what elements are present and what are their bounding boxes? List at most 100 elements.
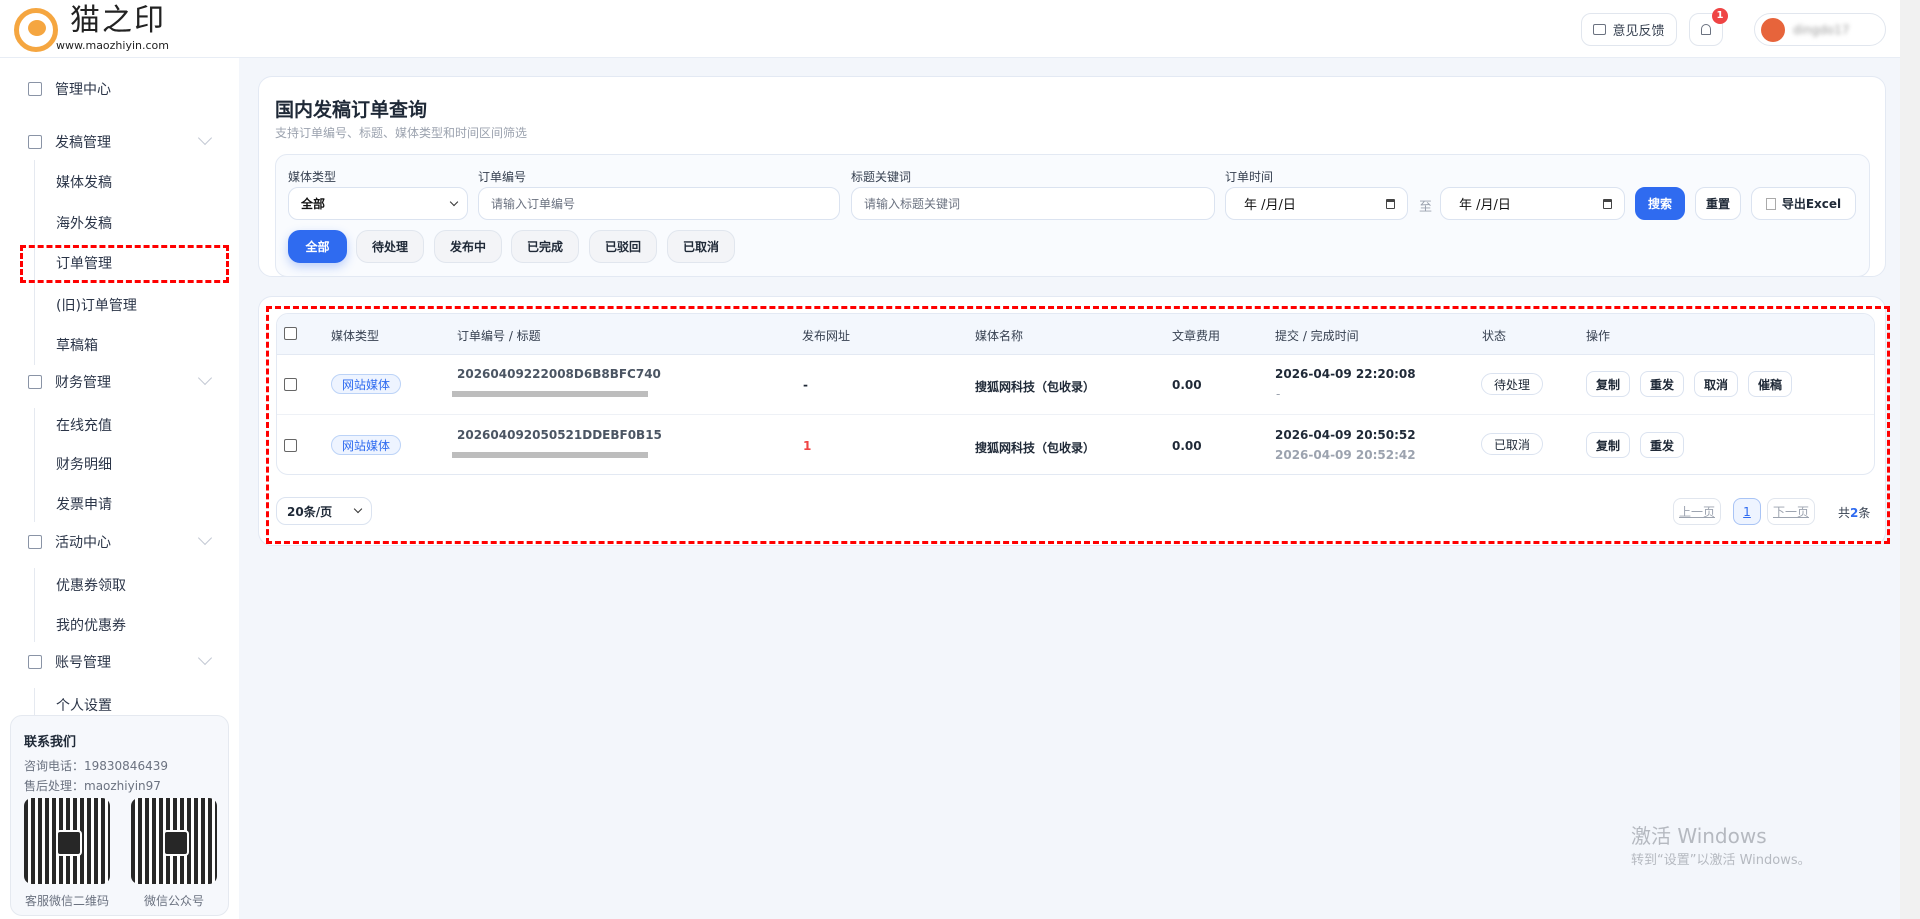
page-1-button[interactable]: 1 xyxy=(1733,498,1761,525)
date-range-separator: 至 xyxy=(1419,200,1433,215)
paw-icon xyxy=(28,20,46,36)
status-filter-publishing[interactable]: 发布中 xyxy=(434,230,502,263)
calendar-icon xyxy=(1603,198,1612,209)
chevron-down-icon xyxy=(197,370,213,386)
media-name: 搜狐网科技（包收录） xyxy=(975,441,1096,455)
notification-badge: 1 xyxy=(1712,8,1728,24)
title-keyword-input[interactable]: 请输入标题关键词 xyxy=(851,187,1215,220)
total-suffix: 条 xyxy=(1858,506,1871,520)
sidebar-item-settings[interactable]: 个人设置 xyxy=(56,698,112,714)
order-no-label: 订单编号 xyxy=(478,170,527,184)
column-header-order: 订单编号 / 标题 xyxy=(457,329,541,343)
end-date-input[interactable]: 年 /月/日 xyxy=(1440,187,1625,220)
total-prefix: 共 xyxy=(1838,506,1851,520)
cancel-order-button[interactable]: 取消 xyxy=(1694,371,1738,397)
sidebar-item-dashboard[interactable]: 管理中心 xyxy=(0,74,239,104)
column-header-actions: 操作 xyxy=(1586,329,1611,343)
page-subtitle: 支持订单编号、标题、媒体类型和时间区间筛选 xyxy=(275,126,528,140)
resend-button[interactable]: 重发 xyxy=(1640,432,1684,458)
wechat-qr-code xyxy=(24,798,110,884)
copy-button[interactable]: 复制 xyxy=(1586,432,1630,458)
end-date-placeholder: 年 /月/日 xyxy=(1459,198,1511,213)
sidebar-item-get-coupons[interactable]: 优惠券领取 xyxy=(56,578,126,594)
article-fee: 0.00 xyxy=(1172,378,1202,392)
avatar xyxy=(1761,17,1785,42)
start-date-input[interactable]: 年 /月/日 xyxy=(1225,187,1408,220)
notification-button[interactable] xyxy=(1689,13,1723,46)
sidebar-item-drafts[interactable]: 草稿箱 xyxy=(56,338,98,354)
submit-time: 2026-04-09 22:20:08 xyxy=(1275,367,1416,381)
sidebar-item-invoice[interactable]: 发票申请 xyxy=(56,497,112,513)
feedback-label: 意见反馈 xyxy=(1612,24,1665,39)
select-all-checkbox[interactable] xyxy=(284,327,297,340)
sidebar-item-finance[interactable]: 财务管理 xyxy=(0,367,239,397)
bell-icon xyxy=(1701,24,1711,35)
sidebar-item-old-orders[interactable]: (旧)订单管理 xyxy=(56,298,137,314)
column-header-media-type: 媒体类型 xyxy=(331,329,380,343)
contact-aftersale: 售后处理：maozhiyin97 xyxy=(24,779,161,793)
sidebar-item-activity[interactable]: 活动中心 xyxy=(0,527,239,557)
media-type-tag: 网站媒体 xyxy=(331,374,401,394)
prev-page-button[interactable]: 上一页 xyxy=(1673,498,1721,525)
page-title: 国内发稿订单查询 xyxy=(275,99,428,121)
logo-icon xyxy=(14,8,58,52)
status-filter-cancelled[interactable]: 已取消 xyxy=(667,230,735,263)
export-excel-button[interactable]: 导出Excel xyxy=(1751,187,1856,220)
redacted-title[interactable] xyxy=(452,391,648,397)
calendar-icon xyxy=(28,535,42,549)
status-filter-rejected[interactable]: 已驳回 xyxy=(589,230,657,263)
sidebar-item-finance-detail[interactable]: 财务明细 xyxy=(56,457,112,473)
page-size-select[interactable]: 20条/页 xyxy=(276,497,372,525)
search-button[interactable]: 搜索 xyxy=(1635,187,1685,220)
sidebar-item-my-coupons[interactable]: 我的优惠券 xyxy=(56,618,126,634)
order-number: 202604092050521DDEBF0B15 xyxy=(457,428,662,442)
scrollbar[interactable] xyxy=(1900,0,1920,919)
finish-time: - xyxy=(1276,387,1281,401)
media-type-label: 媒体类型 xyxy=(288,170,337,184)
clipboard-icon xyxy=(28,135,42,149)
publish-url[interactable]: 1 xyxy=(803,439,812,453)
column-header-url: 发布网址 xyxy=(802,329,851,343)
windows-watermark-title: 激活 Windows xyxy=(1631,824,1767,848)
qr2-caption: 微信公众号 xyxy=(143,894,204,908)
chevron-down-icon xyxy=(197,130,213,146)
submit-time: 2026-04-09 20:50:52 xyxy=(1275,428,1416,442)
official-account-qr-code xyxy=(131,798,217,884)
media-type-select[interactable]: 全部 xyxy=(288,187,468,220)
reset-button[interactable]: 重置 xyxy=(1695,187,1741,220)
feedback-button[interactable]: 意见反馈 xyxy=(1581,13,1677,46)
export-icon xyxy=(1765,197,1776,210)
total-value: 2 xyxy=(1850,506,1859,520)
sidebar-item-publishing[interactable]: 发稿管理 xyxy=(0,127,239,157)
status-filter-completed[interactable]: 已完成 xyxy=(511,230,579,263)
resend-button[interactable]: 重发 xyxy=(1640,371,1684,397)
status-filter-all[interactable]: 全部 xyxy=(288,230,347,263)
order-time-label: 订单时间 xyxy=(1225,170,1274,184)
status-filter-pending[interactable]: 待处理 xyxy=(356,230,424,263)
finish-time: 2026-04-09 20:52:42 xyxy=(1275,448,1416,462)
brand-name: 猫之印 xyxy=(70,3,166,38)
order-no-input[interactable]: 请输入订单编号 xyxy=(478,187,840,220)
home-icon xyxy=(28,82,42,96)
page-size-value: 20条/页 xyxy=(287,504,333,519)
sidebar-item-orders[interactable]: 订单管理 xyxy=(56,256,112,272)
sidebar-item-overseas-publish[interactable]: 海外发稿 xyxy=(56,216,112,232)
calendar-icon xyxy=(1386,198,1395,209)
status-badge: 待处理 xyxy=(1481,373,1543,395)
sidebar-item-recharge[interactable]: 在线充值 xyxy=(56,418,112,434)
next-page-button[interactable]: 下一页 xyxy=(1767,498,1815,525)
user-menu[interactable]: dingdo17 xyxy=(1754,13,1886,46)
export-label: 导出Excel xyxy=(1781,197,1842,211)
order-number: 20260409222008D6B8BFC740 xyxy=(457,367,661,381)
copy-button[interactable]: 复制 xyxy=(1586,371,1630,397)
urge-button[interactable]: 催稿 xyxy=(1748,371,1792,397)
sidebar-item-account[interactable]: 账号管理 xyxy=(0,647,239,677)
row-checkbox[interactable] xyxy=(284,439,297,452)
contact-card: 联系我们 咨询电话：19830846439 售后处理：maozhiyin97 客… xyxy=(10,715,229,916)
start-date-placeholder: 年 /月/日 xyxy=(1244,198,1296,213)
sidebar-item-media-publish[interactable]: 媒体发稿 xyxy=(56,175,112,191)
chat-icon xyxy=(1593,24,1607,35)
qr1-caption: 客服微信二维码 xyxy=(24,894,109,908)
row-checkbox[interactable] xyxy=(284,378,297,391)
redacted-title[interactable] xyxy=(452,452,648,458)
